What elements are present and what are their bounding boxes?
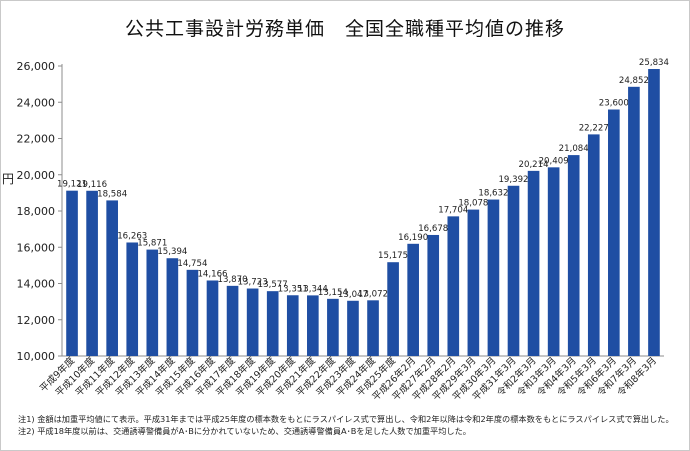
bar <box>327 298 339 356</box>
data-label: 25,834 <box>639 58 669 68</box>
bar <box>106 200 118 356</box>
bar <box>66 190 78 356</box>
data-label: 19,116 <box>77 180 107 190</box>
data-label: 16,263 <box>117 231 147 241</box>
data-label: 19,392 <box>498 175 528 185</box>
data-label: 21,084 <box>559 144 589 154</box>
y-tick-label: 12,000 <box>17 314 56 327</box>
data-label: 20,214 <box>519 160 549 170</box>
data-label: 13,577 <box>258 280 288 290</box>
y-tick-label: 20,000 <box>17 169 56 182</box>
data-label: 17,704 <box>438 205 468 215</box>
note-1: 注1) 金額は加重平均値にて表示。平成31年までは平成25年度の標本数をもとにラ… <box>18 414 674 424</box>
bar <box>547 167 560 356</box>
bar <box>126 242 139 356</box>
bar <box>387 262 399 356</box>
bar <box>608 109 620 356</box>
bar <box>427 234 440 356</box>
y-tick-label: 18,000 <box>17 205 56 218</box>
y-tick-label: 24,000 <box>17 96 56 109</box>
bar <box>246 288 259 356</box>
bar <box>648 69 660 356</box>
bar <box>307 295 319 356</box>
data-label: 13,870 <box>218 275 248 285</box>
y-tick-label: 26,000 <box>17 60 56 73</box>
bar <box>166 258 179 356</box>
data-label: 18,078 <box>458 199 488 209</box>
bar <box>487 199 500 356</box>
bar <box>527 170 540 356</box>
data-label: 13,351 <box>278 284 308 294</box>
chart-notes: 注1) 金額は加重平均値にて表示。平成31年までは平成25年度の標本数をもとにラ… <box>18 413 683 437</box>
note-2: 注2) 平成18年度以前は、交通誘導警備員がA･Bに分かれていないため、交通誘導… <box>18 426 471 436</box>
data-label: 16,678 <box>418 224 448 234</box>
data-label: 23,600 <box>599 99 629 109</box>
bar <box>628 86 640 357</box>
bar <box>86 190 98 356</box>
bar <box>447 216 460 356</box>
data-label: 14,166 <box>197 269 227 279</box>
bar <box>507 185 520 356</box>
data-label: 13,723 <box>238 278 268 288</box>
data-label: 15,175 <box>378 251 408 261</box>
chart-title: 公共工事設計労務単価 全国全職種平均値の推移 <box>124 18 565 40</box>
data-label: 18,584 <box>97 189 127 199</box>
data-label: 24,852 <box>619 76 649 86</box>
bar <box>407 243 419 356</box>
y-tick-label: 16,000 <box>17 241 56 254</box>
bar <box>226 285 239 356</box>
bar <box>587 134 600 356</box>
bar <box>186 269 199 356</box>
y-tick-label: 10,000 <box>17 350 56 363</box>
bar <box>367 300 379 356</box>
bar <box>347 300 359 356</box>
data-label: 20,409 <box>539 156 569 166</box>
data-label: 18,632 <box>478 189 508 199</box>
data-label: 13,154 <box>318 288 348 298</box>
bar <box>266 291 279 356</box>
bar <box>467 209 480 356</box>
y-tick-label: 14,000 <box>17 278 56 291</box>
y-tick-label: 22,000 <box>17 133 56 146</box>
bar <box>286 295 299 356</box>
data-label: 15,871 <box>137 239 167 249</box>
y-axis-label: 円 <box>2 172 15 186</box>
data-label: 16,190 <box>398 233 428 243</box>
data-label: 22,227 <box>579 123 609 133</box>
data-label: 13,047 <box>338 290 368 300</box>
data-label: 13,072 <box>358 289 388 299</box>
bar <box>206 280 219 356</box>
data-label: 13,344 <box>298 284 328 294</box>
data-label: 15,394 <box>157 247 187 257</box>
bar <box>146 249 159 356</box>
data-label: 19,121 <box>57 180 87 190</box>
data-label: 14,754 <box>177 259 207 269</box>
bar <box>567 155 580 356</box>
